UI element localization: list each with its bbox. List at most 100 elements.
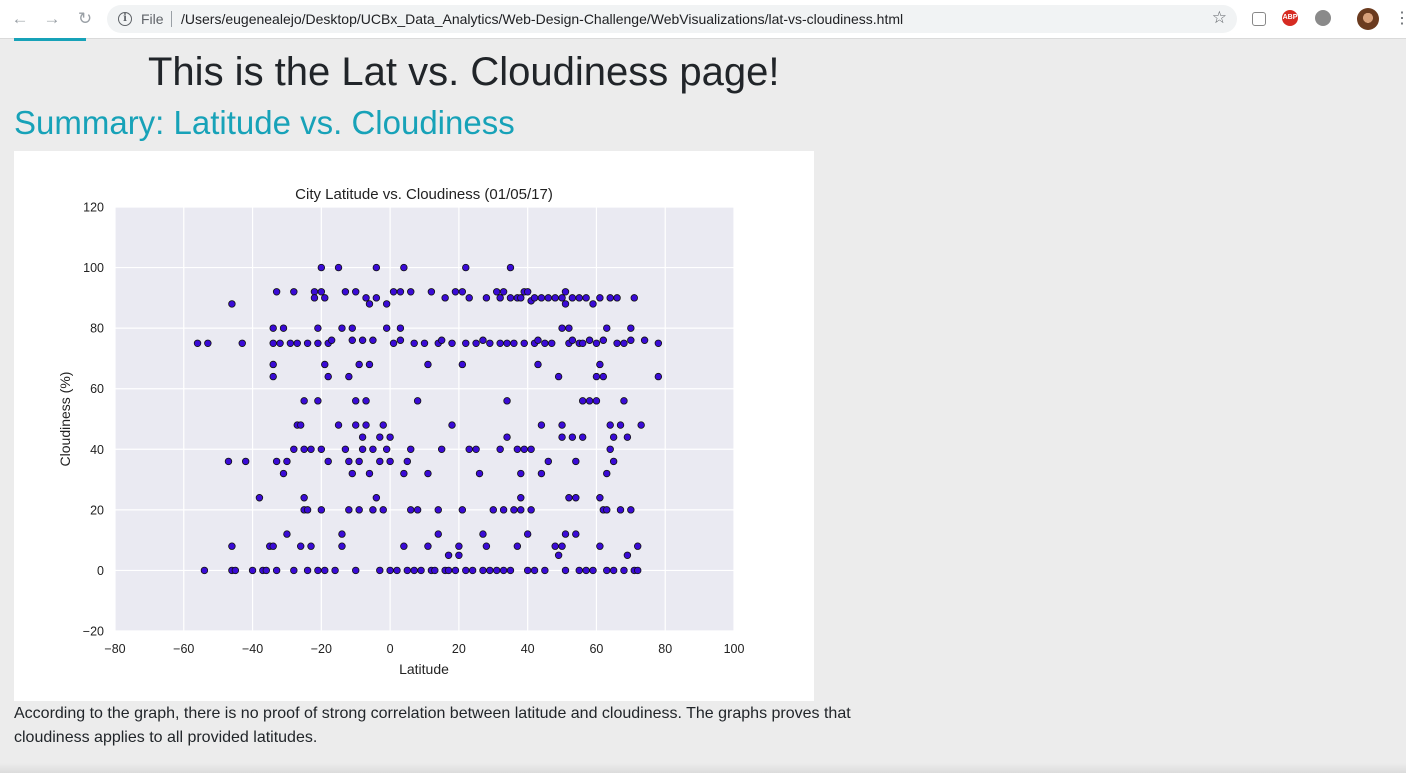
data-point [620,566,628,575]
data-point [606,445,614,453]
data-point [575,294,583,302]
data-point [472,445,480,453]
data-point [303,566,312,575]
data-point [310,294,319,302]
y-tick-label: 100 [83,261,104,275]
data-point [358,445,367,453]
y-tick-label: 40 [90,443,104,457]
data-point [572,494,580,502]
page-title: This is the Lat vs. Cloudiness page! [148,50,780,94]
data-point [352,421,360,429]
reload-icon[interactable]: ↻ [77,9,93,28]
data-point [493,288,501,296]
data-point [331,566,339,575]
data-point [369,445,377,453]
data-point [358,433,367,441]
data-point [396,324,405,332]
abp-icon[interactable]: ABP [1282,10,1298,26]
data-point [572,457,580,466]
data-point [465,294,473,302]
data-point [479,530,487,538]
x-tick-label: −40 [242,642,263,656]
data-point [486,566,494,575]
data-point [193,339,202,347]
pocket-icon[interactable] [1252,12,1266,26]
data-point [520,445,528,453]
data-point [382,445,391,453]
star-icon[interactable]: ☆ [1211,8,1227,27]
data-point [534,336,542,344]
y-tick-label: 60 [90,382,104,396]
avatar[interactable] [1357,8,1379,30]
data-point [300,494,308,502]
data-point [345,506,353,514]
y-tick-label: −20 [83,625,104,639]
scatter-chart: −80 −60 −40 −20 0 20 40 60 80 100 −20 0 20 40 60 80 100… [57,186,744,677]
data-point [228,300,236,308]
data-point [358,336,367,344]
info-icon[interactable]: i [118,12,132,26]
data-point [355,360,363,369]
back-arrow-icon[interactable]: ← [11,9,29,28]
data-point [314,397,322,405]
data-point [314,566,322,575]
data-point [431,566,439,575]
data-point [609,433,618,441]
data-point [568,336,577,344]
data-point [527,445,535,453]
data-point [272,457,281,466]
data-point [634,542,642,550]
data-point [582,294,590,302]
data-point [410,566,418,575]
data-point [444,566,453,575]
data-point [403,566,412,575]
data-point [451,288,460,296]
data-point [599,372,608,381]
data-point [286,339,295,347]
x-tick-label: 80 [658,642,672,656]
data-point [503,433,511,441]
x-tick-label: 60 [589,642,603,656]
data-point [455,542,463,550]
data-point [627,336,635,344]
data-point [348,469,356,478]
data-point [585,336,594,344]
forward-arrow-icon[interactable]: → [43,9,61,28]
data-point [372,494,381,502]
data-point [400,469,408,478]
data-point [541,566,549,575]
data-point [341,445,350,453]
data-point [372,294,381,302]
data-point [623,551,632,559]
data-point [355,457,363,466]
data-point [362,294,370,302]
data-point [228,542,236,550]
data-point [462,566,470,575]
data-point [506,566,515,575]
menu-dots-icon[interactable]: ⋮ [1394,10,1406,27]
x-tick-labels: −80 −60 −40 −20 0 20 40 60 80 100 [104,642,744,656]
data-point [561,288,570,296]
data-point [348,324,356,332]
data-point [486,339,494,347]
data-point [537,421,546,429]
data-point [317,288,326,296]
data-point [517,506,525,514]
data-point [596,294,604,302]
data-point [355,506,363,514]
data-point [613,339,621,347]
data-point [582,566,590,575]
data-point [386,457,394,466]
data-point [510,506,518,514]
data-point [238,339,246,347]
extension-icon[interactable] [1315,10,1331,26]
data-point [530,294,539,302]
data-point [541,339,549,347]
data-point [640,336,649,344]
data-point [413,506,422,514]
address-bar[interactable]: i File /Users/eugenealejo/Desktop/UCBx_D… [107,5,1237,33]
url-text[interactable]: /Users/eugenealejo/Desktop/UCBx_Data_Ana… [181,11,904,27]
data-point [499,506,508,514]
data-point [369,506,377,514]
data-point [204,339,212,347]
